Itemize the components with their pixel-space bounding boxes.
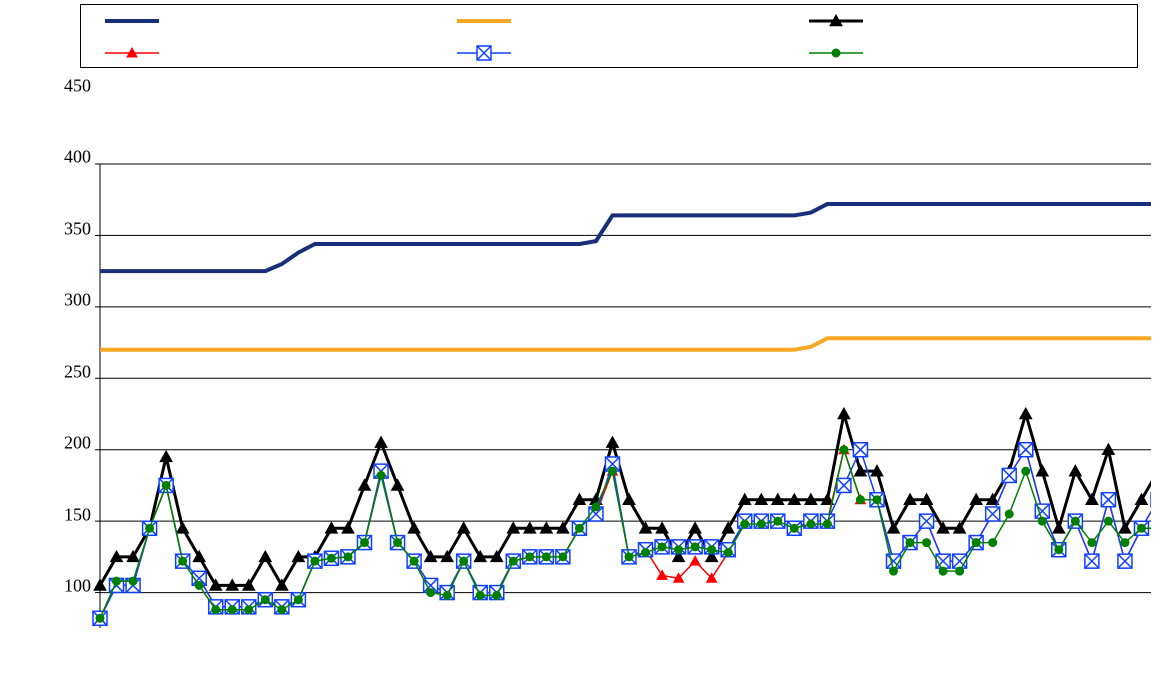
series-s1 bbox=[100, 204, 1151, 271]
line-chart bbox=[20, 78, 1151, 628]
legend-item-s1 bbox=[81, 11, 433, 31]
y-axis-tick-label: 300 bbox=[64, 290, 91, 311]
series-s4 bbox=[95, 445, 1151, 623]
legend-row bbox=[81, 37, 1137, 69]
y-axis-tick-label: 400 bbox=[64, 147, 91, 168]
y-axis-tick-label: 200 bbox=[64, 433, 91, 454]
y-axis-tick-label: 100 bbox=[64, 576, 91, 597]
y-axis-tick-label: 250 bbox=[64, 361, 91, 382]
legend-swatch bbox=[457, 11, 511, 31]
series-s5 bbox=[93, 443, 1151, 626]
y-axis-tick-label: 350 bbox=[64, 218, 91, 239]
legend-item-s6 bbox=[785, 43, 1137, 63]
legend-item-s5 bbox=[433, 43, 785, 63]
y-axis-tick-label: 150 bbox=[64, 504, 91, 525]
legend-swatch bbox=[809, 11, 863, 31]
chart-container: 100 150 200 250 300 350 400 450 bbox=[0, 0, 1171, 676]
legend-swatch bbox=[809, 43, 863, 63]
legend-item-s3 bbox=[785, 11, 1137, 31]
legend-swatch bbox=[105, 43, 159, 63]
legend-row bbox=[81, 5, 1137, 37]
y-axis-tick-label: 450 bbox=[64, 76, 91, 97]
series-s2 bbox=[100, 338, 1151, 349]
series-s6 bbox=[96, 446, 1151, 623]
legend bbox=[80, 4, 1138, 68]
legend-swatch bbox=[105, 11, 159, 31]
legend-item-s4 bbox=[81, 43, 433, 63]
legend-swatch bbox=[457, 43, 511, 63]
legend-item-s2 bbox=[433, 11, 785, 31]
